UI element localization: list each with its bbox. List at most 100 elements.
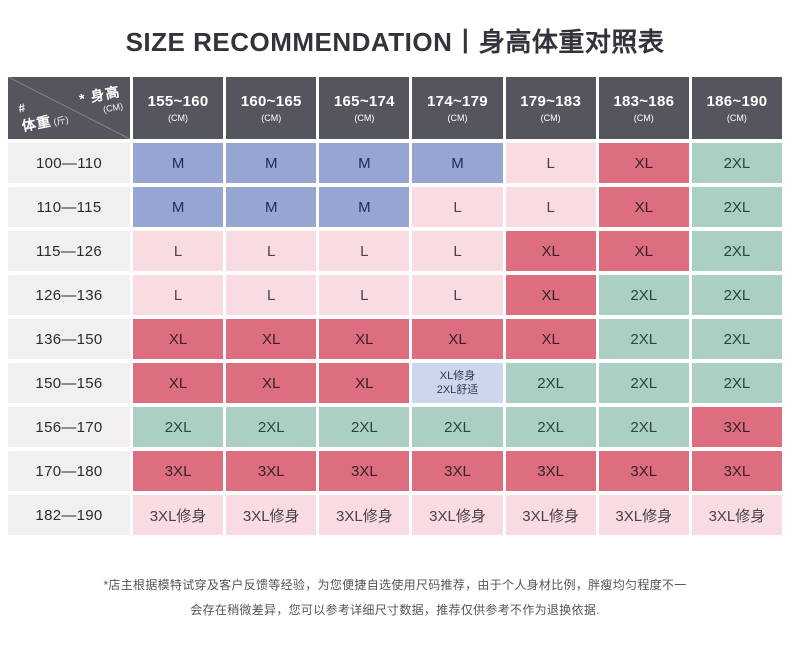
size-cell: 3XL修身 (598, 495, 689, 535)
height-column-header: 174~179 (CM) (412, 77, 503, 139)
weight-hash: # (17, 100, 27, 116)
size-cell: XL (226, 363, 317, 403)
size-cell: 2XL (598, 363, 689, 403)
size-cell: 3XL (133, 451, 224, 491)
size-cell: L (226, 231, 317, 271)
weight-unit-label: (斤) (52, 114, 70, 128)
size-cell: L (319, 275, 410, 315)
size-cell: 3XL (226, 451, 317, 491)
size-cell: L (319, 231, 410, 271)
size-cell: 2XL (226, 407, 317, 447)
height-range-text: 165~174 (333, 93, 395, 110)
size-cell: 2XL (691, 231, 782, 271)
disclaimer-note: *店主根据模特试穿及客户反馈等经验，为您便捷自选使用尺码推荐，由于个人身材比例，… (0, 573, 790, 623)
size-cell: XL (505, 231, 596, 271)
weight-row-label: 136—150 (8, 319, 130, 359)
size-cell: 3XL修身 (319, 495, 410, 535)
weight-row-label: 126—136 (8, 275, 130, 315)
weight-row-label: 110—115 (8, 187, 130, 227)
size-cell: XL修身 2XL舒适 (412, 363, 503, 403)
weight-row-label: 100—110 (8, 143, 130, 183)
height-column-header: 186~190 (CM) (691, 77, 782, 139)
size-table: * 身高 (CM) # 体重 (斤) 155~160 (CM) 160~165 (CM… (8, 77, 782, 535)
size-cell: XL (598, 187, 689, 227)
size-cell: 2XL (133, 407, 224, 447)
size-cell: 3XL修身 (226, 495, 317, 535)
size-cell: 2XL (598, 319, 689, 359)
weight-row-label: 150—156 (8, 363, 130, 403)
size-cell: M (412, 143, 503, 183)
size-cell: 2XL (691, 319, 782, 359)
height-range-unit: (CM) (168, 113, 189, 123)
weight-row-label: 182—190 (8, 495, 130, 535)
size-cell: 3XL (691, 451, 782, 491)
height-range-text: 155~160 (147, 93, 209, 110)
size-cell: L (505, 143, 596, 183)
size-cell: 2XL (598, 407, 689, 447)
height-range-unit: (CM) (354, 113, 375, 123)
corner-cell: * 身高 (CM) # 体重 (斤) (8, 77, 130, 139)
diagonal-divider-line (8, 77, 130, 139)
height-range-unit: (CM) (447, 113, 468, 123)
size-cell: 2XL (691, 187, 782, 227)
size-cell: 3XL修身 (505, 495, 596, 535)
size-cell: L (133, 231, 224, 271)
size-cell: XL (319, 319, 410, 359)
size-cell: L (505, 187, 596, 227)
size-cell-line-1: XL修身 (439, 369, 476, 382)
weight-row-label: 115—126 (8, 231, 130, 271)
size-cell: L (226, 275, 317, 315)
size-cell: M (319, 143, 410, 183)
size-cell: XL (226, 319, 317, 359)
size-cell: XL (505, 319, 596, 359)
size-cell: XL (412, 319, 503, 359)
height-range-text: 179~183 (520, 93, 582, 110)
size-cell: XL (133, 319, 224, 359)
size-cell: 2XL (691, 143, 782, 183)
size-cell: XL (598, 143, 689, 183)
page-title: SIZE RECOMMENDATION丨身高体重对照表 (125, 27, 665, 57)
disclaimer-line-1: *店主根据模特试穿及客户反馈等经验，为您便捷自选使用尺码推荐，由于个人身材比例，… (103, 578, 687, 592)
height-column-header: 179~183 (CM) (505, 77, 596, 139)
size-cell: M (226, 187, 317, 227)
size-cell: M (319, 187, 410, 227)
size-cell: 3XL (319, 451, 410, 491)
height-range-unit: (CM) (261, 113, 282, 123)
size-cell: 3XL修身 (133, 495, 224, 535)
size-cell: 2XL (319, 407, 410, 447)
size-cell: L (412, 275, 503, 315)
size-cell: M (226, 143, 317, 183)
size-cell: XL (133, 363, 224, 403)
size-cell: M (133, 187, 224, 227)
disclaimer-line-2: 会存在稍微差异，您可以参考详细尺寸数据，推荐仅供参考不作为退换依据. (190, 603, 600, 618)
size-cell: 2XL (505, 407, 596, 447)
weight-row-label: 170—180 (8, 451, 130, 491)
size-cell: 3XL (505, 451, 596, 491)
size-cell-line-2: 2XL舒适 (436, 384, 479, 396)
size-cell: L (412, 231, 503, 271)
size-cell: 2XL (505, 363, 596, 403)
size-cell: 3XL修身 (412, 495, 503, 535)
size-cell: M (133, 143, 224, 183)
size-cell: L (133, 275, 224, 315)
size-cell: 2XL (412, 407, 503, 447)
size-cell: 2XL (598, 275, 689, 315)
height-range-text: 160~165 (240, 93, 302, 110)
size-cell: 3XL (598, 451, 689, 491)
height-range-text: 174~179 (427, 93, 488, 110)
height-range-unit: (CM) (633, 113, 654, 123)
height-range-unit: (CM) (540, 113, 561, 123)
size-cell: 3XL (691, 407, 782, 447)
size-cell: 3XL修身 (691, 495, 782, 535)
height-column-header: 155~160 (CM) (133, 77, 224, 139)
size-cell: XL (505, 275, 596, 315)
size-cell: 2XL (691, 363, 782, 403)
size-cell: 3XL (412, 451, 503, 491)
height-column-header: 165~174 (CM) (319, 77, 410, 139)
size-cell: XL (319, 363, 410, 403)
size-cell: 2XL (691, 275, 782, 315)
height-range-text: 186~190 (706, 93, 768, 110)
weight-row-label: 156—170 (8, 407, 130, 447)
height-range-unit: (CM) (726, 113, 747, 123)
